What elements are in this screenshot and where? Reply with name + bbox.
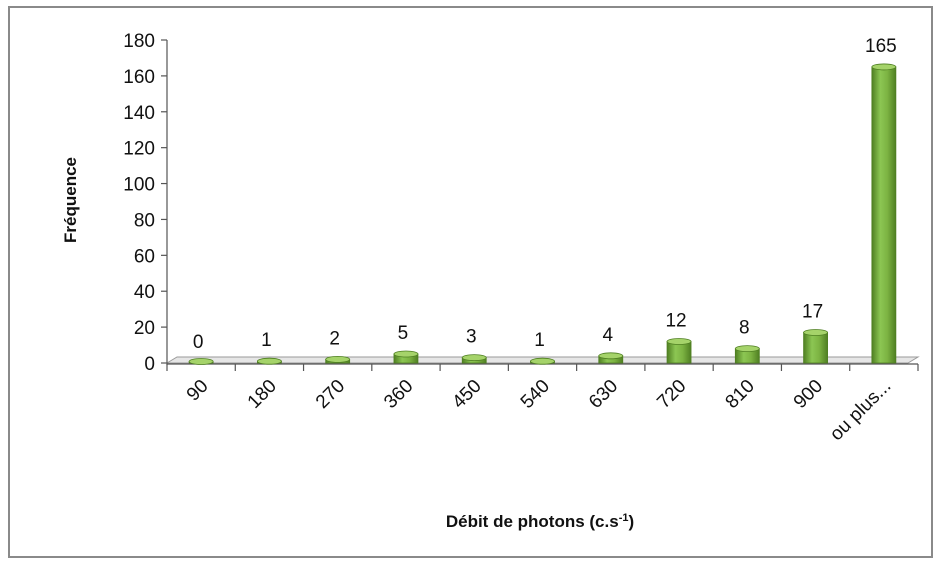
- x-tick-label: 810: [722, 376, 759, 413]
- x-tick-label: 360: [380, 376, 417, 413]
- y-tick-label: 120: [123, 139, 155, 160]
- chart-frame: [8, 6, 933, 558]
- x-axis-title-main: Débit de photons (c.s: [446, 512, 619, 531]
- y-tick-label: 40: [134, 282, 155, 303]
- x-tick-label: 540: [517, 376, 554, 413]
- data-label: 2: [329, 328, 340, 349]
- bar: [803, 332, 828, 364]
- x-tick-label: 90: [183, 376, 213, 406]
- bar-top: [530, 357, 555, 365]
- data-label: 12: [665, 310, 686, 331]
- bar-top: [666, 338, 692, 345]
- data-label: 165: [865, 36, 897, 57]
- x-tick-label: 180: [244, 376, 281, 413]
- y-tick-label: 60: [134, 246, 155, 267]
- y-tick-label: 160: [123, 67, 155, 88]
- x-axis-title-superscript: -1: [619, 512, 629, 524]
- bar-top: [871, 63, 897, 71]
- bar-top: [393, 350, 419, 358]
- data-label: 1: [261, 330, 272, 351]
- y-tick-label: 100: [123, 175, 155, 196]
- y-tick-label: 80: [134, 210, 155, 231]
- data-label: 17: [802, 301, 823, 322]
- bar-top: [325, 356, 351, 363]
- y-tick-label: 140: [123, 103, 155, 124]
- data-label: 0: [193, 332, 204, 353]
- bar: [871, 66, 897, 364]
- data-label: 4: [602, 325, 613, 346]
- x-tick-label: ou plus...: [826, 376, 895, 445]
- x-tick-label: 450: [448, 376, 485, 413]
- x-tick-label: 720: [653, 376, 690, 413]
- plot-area: 0 20 40 60 80 100 120 140 160 180 0 90 1 180 2 270 5 360 3…: [123, 31, 920, 445]
- x-tick-label: 630: [585, 376, 622, 413]
- bar-top: [803, 329, 828, 336]
- x-tick-label: 900: [790, 376, 827, 413]
- y-tick-label: 20: [134, 318, 155, 339]
- x-tick-label: 270: [312, 376, 349, 413]
- data-label: 8: [739, 318, 750, 339]
- y-tick-label: 180: [123, 31, 155, 52]
- bar-top: [598, 352, 624, 360]
- bar-top: [734, 345, 760, 353]
- y-tick-label: 0: [144, 354, 155, 375]
- data-label: 1: [534, 330, 545, 351]
- y-axis-title: Fréquence: [61, 157, 80, 243]
- x-axis-title-close: ): [628, 512, 634, 531]
- bar-top: [188, 358, 214, 365]
- x-axis-title: Débit de photons (c.s-1): [446, 512, 634, 531]
- data-label: 3: [466, 327, 477, 348]
- bar-top: [257, 357, 282, 365]
- bar-top: [461, 354, 487, 362]
- data-label: 5: [398, 323, 409, 344]
